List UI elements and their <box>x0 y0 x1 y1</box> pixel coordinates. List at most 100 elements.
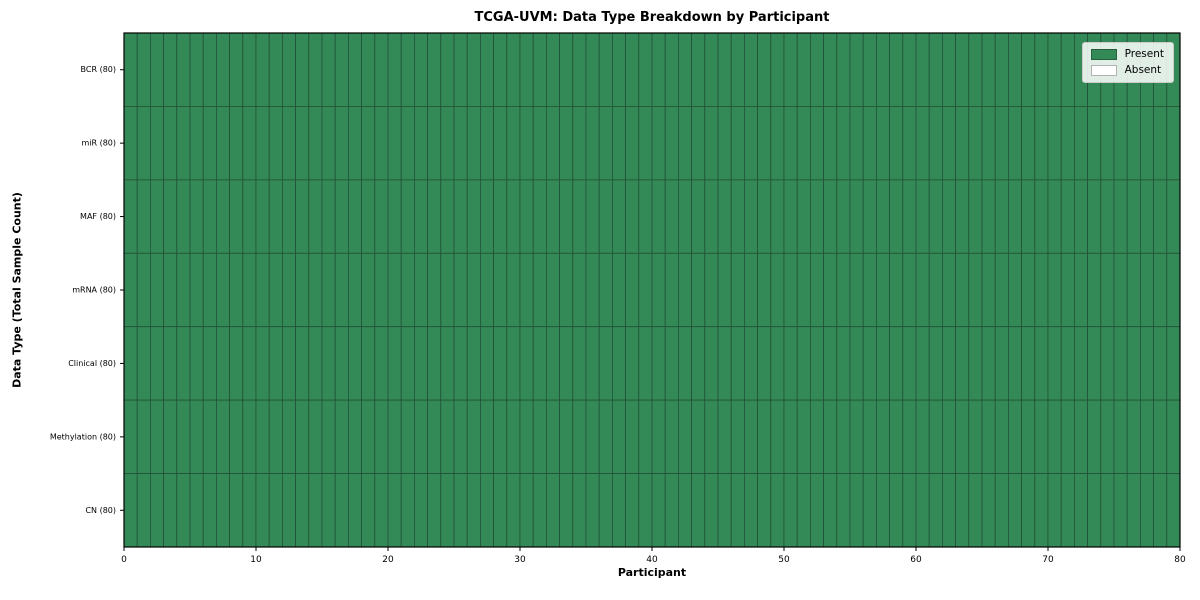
heatmap-cell <box>374 326 389 401</box>
heatmap-cell <box>163 106 178 181</box>
heatmap-cell <box>229 473 244 548</box>
heatmap-cell <box>664 252 679 328</box>
heatmap-cell <box>453 326 468 401</box>
heatmap-cell <box>664 473 679 548</box>
heatmap-cell <box>928 326 943 401</box>
heatmap-cell <box>981 179 996 254</box>
heatmap-cell <box>202 106 217 181</box>
heatmap-cell <box>493 252 508 328</box>
heatmap-cell <box>176 473 191 548</box>
x-tick-label: 0 <box>121 555 127 565</box>
heatmap-cell <box>1008 106 1023 181</box>
heatmap-cell <box>321 473 336 548</box>
heatmap-cell <box>361 399 376 474</box>
heatmap-cell <box>123 179 138 254</box>
heatmap-cell <box>651 326 666 401</box>
heatmap-cell <box>902 252 917 328</box>
heatmap-cell <box>136 179 151 254</box>
heatmap-cell <box>1008 326 1023 401</box>
heatmap-cell <box>968 473 983 548</box>
heatmap-cell <box>770 473 785 548</box>
heatmap-cell <box>255 252 270 328</box>
heatmap-cell <box>625 179 640 254</box>
heatmap-cell <box>546 32 561 107</box>
heatmap-cell <box>559 179 574 254</box>
heatmap-cell <box>295 106 310 181</box>
heatmap-cell <box>1087 179 1102 254</box>
heatmap-cell <box>519 252 534 328</box>
heatmap-cell <box>1126 106 1141 181</box>
heatmap-cell <box>744 32 759 107</box>
heatmap-cell <box>255 473 270 548</box>
heatmap-cell <box>559 32 574 107</box>
heatmap-cell <box>532 326 547 401</box>
heatmap-cell <box>717 399 732 474</box>
legend-label-present: Present <box>1124 48 1164 61</box>
heatmap-cell <box>612 326 627 401</box>
heatmap-cell <box>770 326 785 401</box>
heatmap-cell <box>889 32 904 107</box>
heatmap-cell <box>744 252 759 328</box>
heatmap-cell <box>546 473 561 548</box>
heatmap-cell <box>744 179 759 254</box>
heatmap-cell <box>176 179 191 254</box>
heatmap-cell <box>757 326 772 401</box>
heatmap-cell <box>163 326 178 401</box>
heatmap-cell <box>691 32 706 107</box>
heatmap-cell <box>757 106 772 181</box>
heatmap-cell <box>427 473 442 548</box>
heatmap-cell <box>229 179 244 254</box>
heatmap-cell <box>242 106 257 181</box>
heatmap-cell <box>413 252 428 328</box>
heatmap-cell <box>1166 179 1181 254</box>
heatmap-cell <box>1100 473 1115 548</box>
heatmap-cell <box>598 473 613 548</box>
heatmap-cell <box>361 106 376 181</box>
heatmap-cell <box>915 252 930 328</box>
heatmap-cell <box>994 473 1009 548</box>
heatmap-cell <box>1140 106 1155 181</box>
heatmap-cell <box>400 326 415 401</box>
heatmap-cell <box>981 473 996 548</box>
heatmap-cell <box>334 399 349 474</box>
heatmap-cell <box>255 399 270 474</box>
heatmap-cell <box>730 473 745 548</box>
heatmap-cell <box>321 106 336 181</box>
heatmap-cell <box>1153 326 1168 401</box>
heatmap-cell <box>902 399 917 474</box>
heatmap-cell <box>176 32 191 107</box>
heatmap-cell <box>664 32 679 107</box>
heatmap-cell <box>836 399 851 474</box>
heatmap-cell <box>374 179 389 254</box>
heatmap-cell <box>1074 252 1089 328</box>
heatmap-cell <box>242 179 257 254</box>
heatmap-cell <box>955 399 970 474</box>
heatmap-cell <box>862 326 877 401</box>
heatmap-cell <box>1074 106 1089 181</box>
heatmap-cell <box>770 179 785 254</box>
heatmap-cell <box>598 252 613 328</box>
heatmap-cell <box>928 399 943 474</box>
heatmap-cell <box>849 32 864 107</box>
heatmap-cell <box>704 252 719 328</box>
heatmap-cell <box>704 106 719 181</box>
heatmap-cell <box>308 473 323 548</box>
heatmap-cell <box>229 252 244 328</box>
heatmap-cell <box>334 179 349 254</box>
heatmap-cell <box>1140 326 1155 401</box>
heatmap-cell <box>796 32 811 107</box>
heatmap-cell <box>440 252 455 328</box>
heatmap-cell <box>796 473 811 548</box>
heatmap-cell <box>928 179 943 254</box>
heatmap-cell <box>281 326 296 401</box>
heatmap-cell <box>189 326 204 401</box>
heatmap-cell <box>189 179 204 254</box>
heatmap-cell <box>136 106 151 181</box>
heatmap-cell <box>440 473 455 548</box>
heatmap-cell <box>321 399 336 474</box>
heatmap-cell <box>902 326 917 401</box>
heatmap-cell <box>585 32 600 107</box>
heatmap-cell <box>810 473 825 548</box>
heatmap-cell <box>519 473 534 548</box>
heatmap-cell <box>876 32 891 107</box>
